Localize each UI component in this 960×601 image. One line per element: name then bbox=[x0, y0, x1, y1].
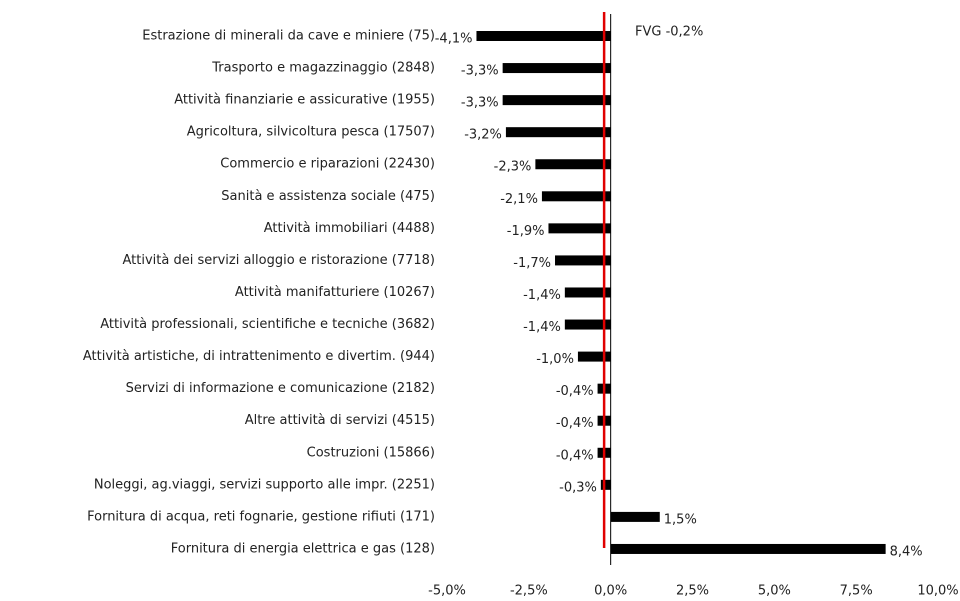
x-tick-label: 7,5% bbox=[840, 584, 873, 599]
value-label: -2,3% bbox=[494, 160, 532, 175]
y-tick-label: Attività finanziarie e assicurative (195… bbox=[174, 93, 435, 108]
y-tick-label: Estrazione di minerali da cave e miniere… bbox=[142, 29, 435, 44]
y-tick-label: Altre attività di servizi (4515) bbox=[245, 413, 435, 428]
y-tick-label: Attività artistiche, di intrattenimento … bbox=[83, 349, 435, 364]
value-label: -0,4% bbox=[556, 384, 594, 399]
bar bbox=[502, 63, 611, 74]
y-tick-label: Attività professionali, scientifiche e t… bbox=[100, 317, 435, 332]
value-label: 8,4% bbox=[890, 544, 923, 559]
y-tick-label: Commercio e riparazioni (22430) bbox=[220, 157, 435, 172]
value-label: -3,3% bbox=[461, 64, 499, 79]
x-tick-label: 5,0% bbox=[758, 584, 791, 599]
x-tick-label: 10,0% bbox=[917, 584, 958, 599]
bar bbox=[548, 223, 611, 234]
x-tick-label: -5,0% bbox=[428, 584, 466, 599]
value-label: -0,4% bbox=[556, 416, 594, 431]
x-tick-label: 2,5% bbox=[676, 584, 709, 599]
value-label: -2,1% bbox=[500, 192, 538, 207]
bar bbox=[610, 543, 886, 554]
value-label: 1,5% bbox=[664, 512, 697, 527]
y-tick-label: Servizi di informazione e comunicazione … bbox=[126, 381, 435, 396]
y-tick-label: Attività dei servizi alloggio e ristoraz… bbox=[122, 253, 435, 268]
y-tick-label: Trasporto e magazzinaggio (2848) bbox=[211, 61, 435, 76]
value-label: -0,3% bbox=[559, 480, 597, 495]
value-label: -1,7% bbox=[513, 256, 551, 271]
bar bbox=[610, 511, 660, 522]
y-tick-label: Attività manifatturiere (10267) bbox=[235, 285, 435, 300]
value-label: -0,4% bbox=[556, 448, 594, 463]
bar bbox=[505, 127, 611, 138]
y-tick-label: Fornitura di energia elettrica e gas (12… bbox=[171, 541, 435, 556]
bar bbox=[600, 479, 611, 490]
y-tick-label: Noleggi, ag.viaggi, servizi supporto all… bbox=[94, 477, 435, 492]
value-label: -3,2% bbox=[464, 128, 502, 143]
value-label: -1,0% bbox=[536, 352, 574, 367]
bar bbox=[564, 319, 611, 330]
reference-label: FVG -0,2% bbox=[635, 25, 703, 40]
value-label: -1,4% bbox=[523, 320, 561, 335]
x-tick-label: 0,0% bbox=[594, 584, 627, 599]
bar bbox=[555, 255, 611, 266]
y-tick-label: Attività immobiliari (4488) bbox=[264, 221, 435, 236]
y-tick-label: Sanità e assistenza sociale (475) bbox=[221, 189, 435, 204]
value-label: -4,1% bbox=[435, 32, 473, 47]
bar bbox=[577, 351, 611, 362]
bar bbox=[535, 159, 611, 170]
y-tick-label: Fornitura di acqua, reti fognarie, gesti… bbox=[87, 509, 435, 524]
value-label: -1,4% bbox=[523, 288, 561, 303]
bar bbox=[502, 95, 611, 106]
y-tick-label: Costruzioni (15866) bbox=[307, 445, 435, 460]
bar bbox=[476, 31, 611, 41]
bar bbox=[564, 287, 611, 298]
bar bbox=[541, 191, 611, 202]
value-label: -1,9% bbox=[507, 224, 545, 239]
x-tick-label: -2,5% bbox=[510, 584, 548, 599]
y-tick-label: Agricoltura, silvicoltura pesca (17507) bbox=[187, 125, 435, 140]
value-label: -3,3% bbox=[461, 96, 499, 111]
